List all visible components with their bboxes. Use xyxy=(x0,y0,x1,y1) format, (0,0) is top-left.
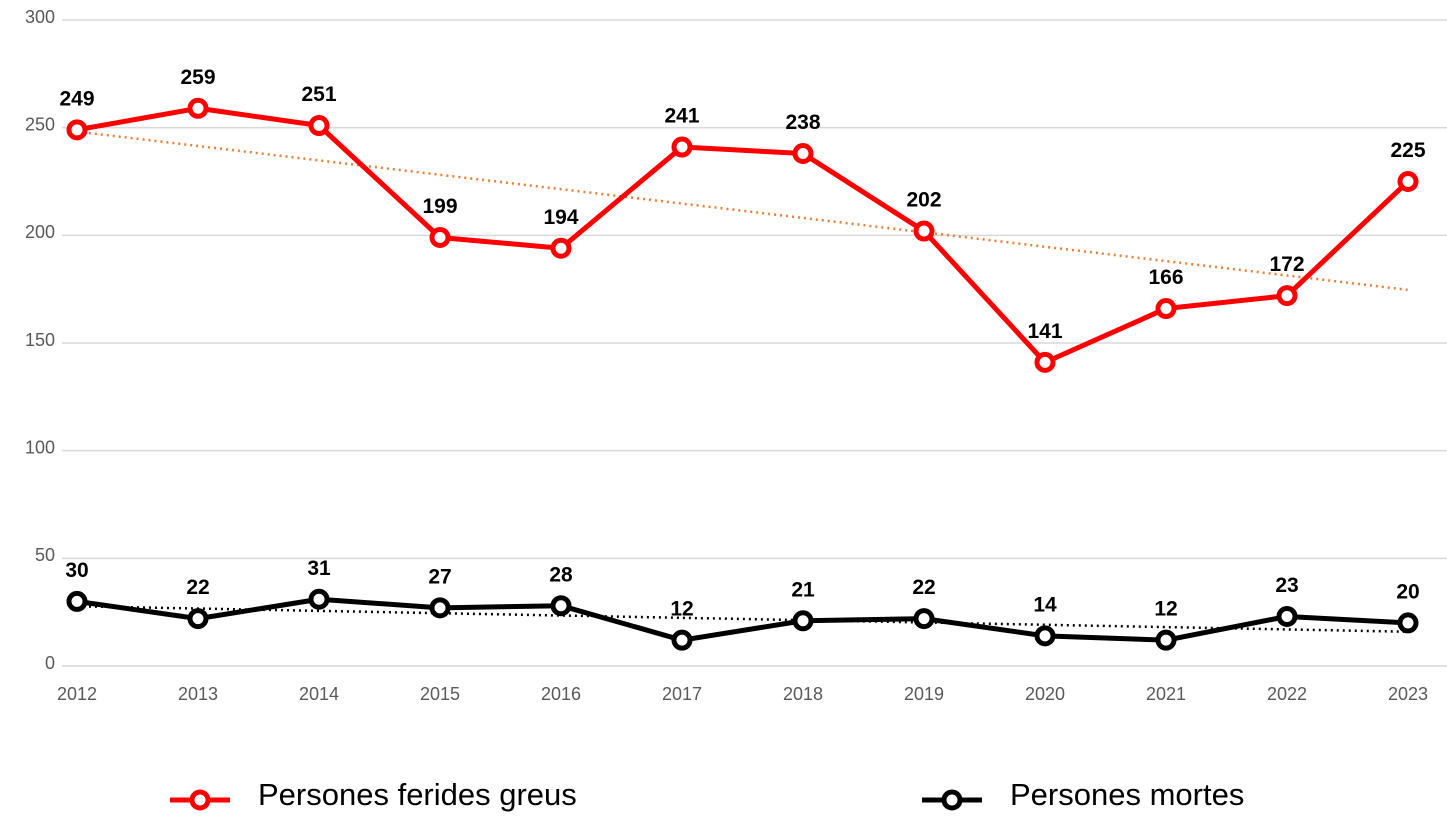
data-label: 20 xyxy=(1396,580,1419,603)
x-tick-label: 2015 xyxy=(420,684,460,704)
y-tick-label: 0 xyxy=(45,653,55,673)
data-label: 22 xyxy=(186,576,209,599)
y-tick-label: 300 xyxy=(25,7,55,27)
legend-label: Persones ferides greus xyxy=(258,777,577,812)
marker xyxy=(671,629,693,651)
marker xyxy=(1155,629,1177,651)
marker xyxy=(187,608,209,630)
marker xyxy=(1276,285,1298,307)
x-tick-label: 2016 xyxy=(541,684,581,704)
marker xyxy=(792,610,814,632)
legend-label: Persones mortes xyxy=(1010,777,1244,812)
legend-marker xyxy=(189,789,211,811)
marker xyxy=(1276,605,1298,627)
y-tick-label: 50 xyxy=(35,545,55,565)
data-label: 166 xyxy=(1148,266,1183,289)
data-label: 225 xyxy=(1390,139,1425,162)
marker xyxy=(1034,351,1056,373)
data-label: 22 xyxy=(912,576,935,599)
data-label: 238 xyxy=(785,111,820,134)
data-label: 259 xyxy=(180,66,215,89)
y-tick-label: 150 xyxy=(25,330,55,350)
marker xyxy=(913,220,935,242)
x-tick-label: 2021 xyxy=(1146,684,1186,704)
x-tick-label: 2019 xyxy=(904,684,944,704)
x-tick-label: 2017 xyxy=(662,684,702,704)
x-tick-label: 2023 xyxy=(1388,684,1428,704)
marker xyxy=(1155,298,1177,320)
trendline xyxy=(76,604,1409,633)
marker xyxy=(792,143,814,165)
data-label: 172 xyxy=(1269,253,1304,276)
series-line xyxy=(76,596,1409,643)
x-tick-label: 2018 xyxy=(783,684,823,704)
data-label: 12 xyxy=(1154,598,1177,621)
series-line xyxy=(76,105,1410,365)
x-tick-label: 2022 xyxy=(1267,684,1307,704)
marker xyxy=(429,597,451,619)
x-tick-label: 2013 xyxy=(178,684,218,704)
marker xyxy=(671,136,693,158)
marker xyxy=(1034,625,1056,647)
data-label: 202 xyxy=(906,189,941,212)
marker xyxy=(308,588,330,610)
y-tick-label: 200 xyxy=(25,222,55,242)
marker xyxy=(66,119,88,141)
x-tick-label: 2012 xyxy=(57,684,97,704)
data-label: 12 xyxy=(670,598,693,621)
marker xyxy=(66,590,88,612)
data-label: 199 xyxy=(422,195,457,218)
trendline xyxy=(76,130,1409,292)
data-label: 194 xyxy=(543,206,578,229)
marker xyxy=(550,595,572,617)
data-label: 27 xyxy=(428,565,451,588)
x-tick-label: 2020 xyxy=(1025,684,1065,704)
data-label: 30 xyxy=(65,559,88,582)
marker xyxy=(550,237,572,259)
legend-marker xyxy=(941,789,963,811)
data-label: 28 xyxy=(549,563,573,586)
data-label: 241 xyxy=(664,105,699,128)
marker xyxy=(1397,171,1419,192)
marker xyxy=(429,226,451,248)
data-label: 251 xyxy=(301,83,336,106)
data-label: 249 xyxy=(59,87,94,110)
y-tick-label: 100 xyxy=(25,437,55,457)
data-label: 141 xyxy=(1027,320,1062,343)
marker xyxy=(1397,612,1419,634)
data-label: 21 xyxy=(791,578,815,601)
marker xyxy=(308,115,330,137)
data-label: 14 xyxy=(1033,593,1057,616)
data-label: 23 xyxy=(1275,574,1298,597)
marker xyxy=(187,97,209,119)
y-tick-label: 250 xyxy=(25,114,55,134)
marker xyxy=(913,608,935,630)
x-tick-label: 2014 xyxy=(299,684,339,704)
data-label: 31 xyxy=(307,557,331,580)
